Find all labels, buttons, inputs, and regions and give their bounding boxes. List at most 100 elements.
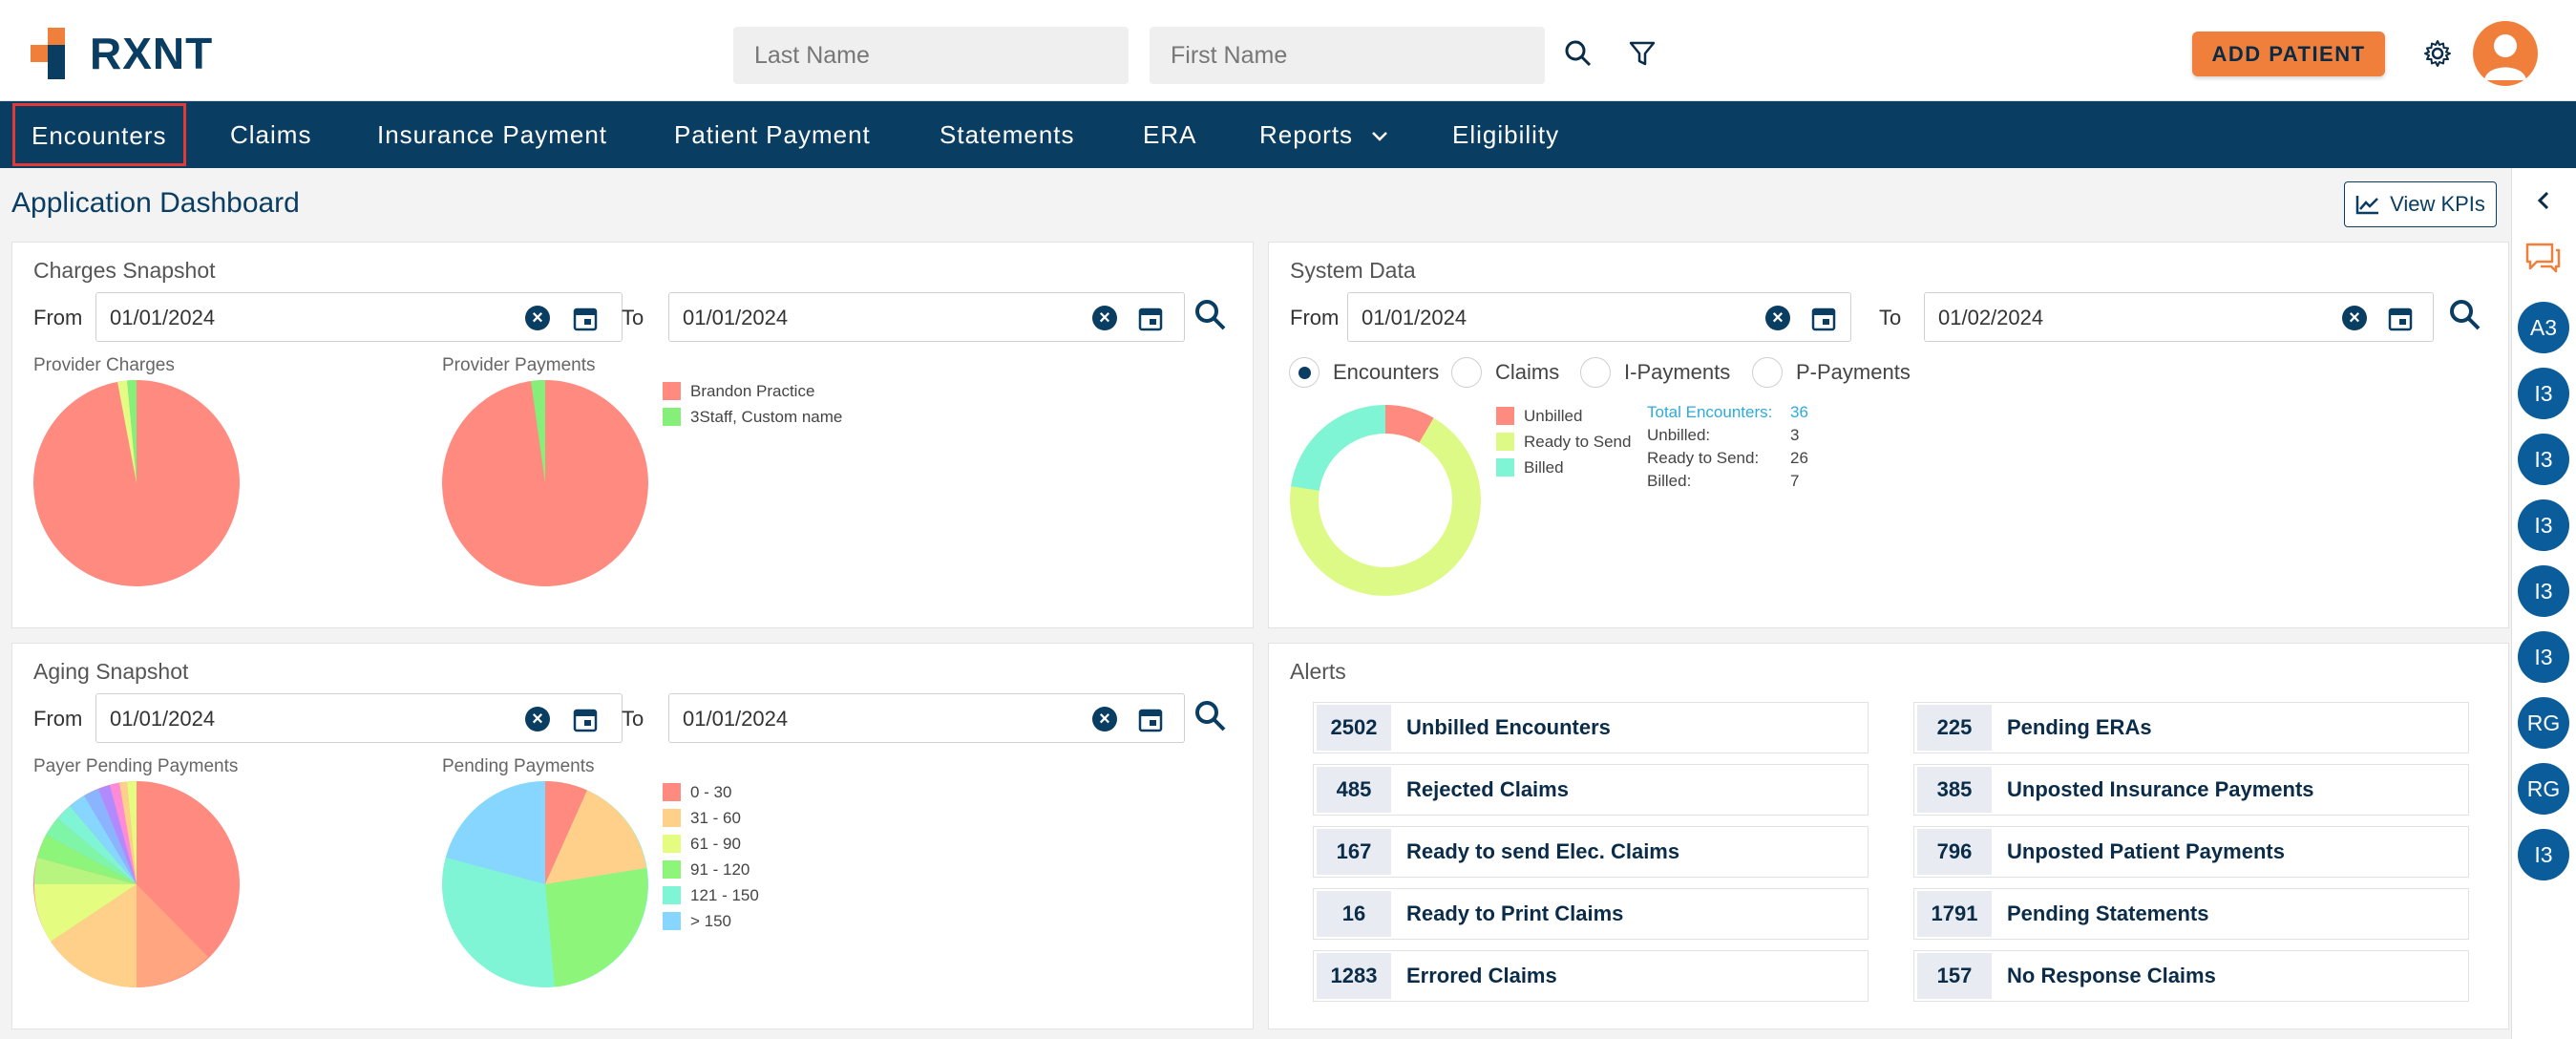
- rxnt-logo[interactable]: RXNT: [31, 27, 213, 80]
- rail-user-badge[interactable]: I3: [2518, 368, 2569, 419]
- from-date-field[interactable]: 01/01/2024 ×: [95, 292, 623, 342]
- nav-item-reports[interactable]: Reports: [1259, 101, 1389, 168]
- aging-snapshot-card: Aging Snapshot From 01/01/2024 × To 01/0…: [11, 643, 1254, 1029]
- user-avatar[interactable]: [2473, 21, 2538, 86]
- alert-unposted-patient-payments[interactable]: 796 Unposted Patient Payments: [1913, 826, 2469, 878]
- app-header: RXNT ADD PATIENT: [0, 0, 2576, 101]
- clear-icon[interactable]: ×: [525, 306, 550, 330]
- calendar-icon[interactable]: [1138, 706, 1163, 732]
- nav-item-eligibility[interactable]: Eligibility: [1452, 120, 1560, 149]
- nav-item-patient-payment[interactable]: Patient Payment: [674, 120, 871, 149]
- alert-pending-statements[interactable]: 1791 Pending Statements: [1913, 888, 2469, 940]
- alert-rejected-claims[interactable]: 485 Rejected Claims: [1313, 764, 1869, 816]
- ready-to-send-value: 26: [1790, 449, 1808, 467]
- add-patient-button[interactable]: ADD PATIENT: [2192, 32, 2385, 76]
- radio-button[interactable]: [1451, 357, 1482, 388]
- last-name-input[interactable]: [733, 27, 1129, 84]
- alert-no-response-claims[interactable]: 157 No Response Claims: [1913, 950, 2469, 1002]
- radio-button[interactable]: [1289, 357, 1320, 388]
- search-icon[interactable]: [1193, 699, 1228, 733]
- rail-user-badge[interactable]: I3: [2518, 434, 2569, 485]
- alert-count: 16: [1317, 891, 1391, 937]
- card-title: Alerts: [1290, 659, 1346, 684]
- from-date-field[interactable]: 01/01/2024 ×: [95, 693, 623, 743]
- radio-button[interactable]: [1752, 357, 1783, 388]
- nav-item-era[interactable]: ERA: [1143, 120, 1197, 149]
- clear-icon[interactable]: ×: [1765, 306, 1790, 330]
- encounter-stats: Total Encounters: 36 Unbilled: 3 Ready to …: [1647, 403, 1808, 495]
- alert-count: 485: [1317, 767, 1391, 813]
- chat-icon[interactable]: [2523, 241, 2562, 275]
- clear-icon[interactable]: ×: [525, 707, 550, 732]
- card-title: System Data: [1290, 258, 1416, 283]
- from-date-value: 01/01/2024: [110, 707, 216, 731]
- search-icon[interactable]: [1193, 298, 1228, 332]
- gear-icon[interactable]: [2416, 32, 2460, 75]
- alert-unbilled-encounters[interactable]: 2502 Unbilled Encounters: [1313, 702, 1869, 753]
- from-label: From: [1290, 306, 1340, 329]
- radio-p-payments[interactable]: P-Payments: [1752, 357, 1911, 388]
- line-chart-icon: [2355, 196, 2379, 215]
- calendar-icon[interactable]: [573, 305, 598, 331]
- alert-label: Errored Claims: [1406, 964, 1557, 987]
- view-kpis-label: View KPIs: [2390, 192, 2485, 216]
- calendar-icon[interactable]: [1138, 305, 1163, 331]
- pending-payments-pie: [442, 781, 648, 987]
- legend-item: 61 - 90: [663, 831, 759, 857]
- rail-user-badge[interactable]: A3: [2518, 302, 2569, 353]
- alert-count: 385: [1917, 767, 1992, 813]
- alert-label: Pending ERAs: [2007, 715, 2152, 739]
- from-date-value: 01/01/2024: [1362, 306, 1467, 329]
- search-icon[interactable]: [1556, 32, 1600, 75]
- from-date-value: 01/01/2024: [110, 306, 216, 329]
- calendar-icon[interactable]: [2388, 305, 2413, 331]
- chevron-down-icon: [1372, 132, 1388, 141]
- alert-count: 167: [1317, 829, 1391, 875]
- from-date-field[interactable]: 01/01/2024 ×: [1347, 292, 1851, 342]
- clear-icon[interactable]: ×: [2342, 306, 2367, 330]
- view-kpis-button[interactable]: View KPIs: [2344, 181, 2497, 227]
- alert-unposted-insurance-payments[interactable]: 385 Unposted Insurance Payments: [1913, 764, 2469, 816]
- radio-i-payments[interactable]: I-Payments: [1580, 357, 1730, 388]
- nav-item-statements[interactable]: Statements: [940, 120, 1075, 149]
- alert-ready-to-print-claims[interactable]: 16 Ready to Print Claims: [1313, 888, 1869, 940]
- rail-user-badge[interactable]: RG: [2518, 763, 2569, 815]
- nav-item-insurance-payment[interactable]: Insurance Payment: [377, 120, 608, 149]
- calendar-icon[interactable]: [573, 706, 598, 732]
- legend-item: > 150: [663, 908, 759, 934]
- legend-item: Billed: [1496, 455, 1631, 480]
- alert-label: Unbilled Encounters: [1406, 715, 1611, 739]
- calendar-icon[interactable]: [1811, 305, 1836, 331]
- alert-errored-claims[interactable]: 1283 Errored Claims: [1313, 950, 1869, 1002]
- alert-pending-eras[interactable]: 225 Pending ERAs: [1913, 702, 2469, 753]
- alert-label: Rejected Claims: [1406, 777, 1569, 801]
- to-date-field[interactable]: 01/01/2024 ×: [668, 292, 1185, 342]
- rail-user-badge[interactable]: I3: [2518, 565, 2569, 617]
- clear-icon[interactable]: ×: [1092, 707, 1117, 732]
- to-date-field[interactable]: 01/01/2024 ×: [668, 693, 1185, 743]
- collapse-chevron-icon[interactable]: [2533, 189, 2556, 212]
- nav-item-reports-label: Reports: [1259, 120, 1354, 149]
- to-date-field[interactable]: 01/02/2024 ×: [1924, 292, 2434, 342]
- legend-item: Brandon Practice: [663, 378, 842, 404]
- radio-button[interactable]: [1580, 357, 1611, 388]
- search-icon[interactable]: [2448, 298, 2482, 332]
- radio-claims[interactable]: Claims: [1451, 357, 1559, 388]
- rail-user-badge[interactable]: I3: [2518, 829, 2569, 880]
- payer-pending-payments-pie: [33, 781, 240, 988]
- nav-item-claims[interactable]: Claims: [230, 120, 312, 149]
- alert-count: 225: [1917, 705, 1992, 751]
- radio-encounters[interactable]: Encounters: [1289, 357, 1439, 388]
- alert-label: No Response Claims: [2007, 964, 2216, 987]
- rail-user-badge[interactable]: I3: [2518, 499, 2569, 551]
- to-label: To: [1879, 306, 1902, 329]
- alert-count: 796: [1917, 829, 1992, 875]
- rail-user-badge[interactable]: I3: [2518, 631, 2569, 683]
- filter-icon[interactable]: [1620, 32, 1664, 75]
- clear-icon[interactable]: ×: [1092, 306, 1117, 330]
- to-date-value: 01/01/2024: [683, 707, 789, 731]
- nav-item-encounters[interactable]: Encounters: [12, 103, 186, 166]
- rail-user-badge[interactable]: RG: [2518, 697, 2569, 749]
- alert-ready-to-send-elec-claims[interactable]: 167 Ready to send Elec. Claims: [1313, 826, 1869, 878]
- first-name-input[interactable]: [1150, 27, 1545, 84]
